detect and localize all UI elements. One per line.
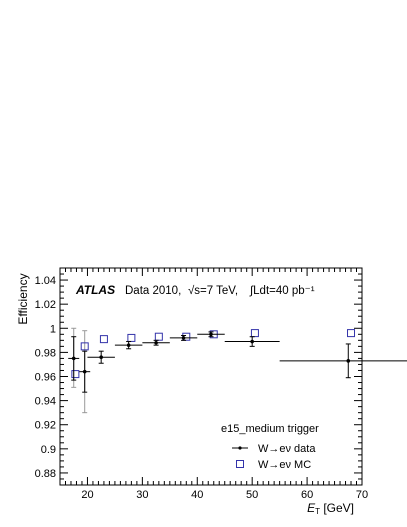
legend: W→eν data W→eν MC	[232, 443, 316, 471]
x-tick-label: 30	[136, 489, 148, 501]
y-tick-label: 0.92	[35, 420, 56, 432]
y-tick-label: 1.02	[35, 299, 56, 311]
mc-point	[71, 370, 80, 379]
energy-label: √s=7 TeV,	[188, 284, 238, 297]
y-tick-label: 0.94	[35, 396, 56, 408]
trigger-label: e15_medium trigger	[221, 423, 319, 435]
legend-marker-data	[232, 446, 248, 450]
y-tick-label: 0.96	[35, 372, 56, 384]
y-tick-label: 0.88	[35, 468, 56, 480]
data-point	[250, 339, 254, 344]
x-tick-label: 70	[356, 489, 368, 501]
x-tick-label: 20	[81, 489, 93, 501]
data-point	[181, 336, 186, 340]
mc-point	[80, 342, 89, 351]
data-point	[126, 343, 131, 347]
data-year-label: Data 2010,	[125, 285, 181, 297]
y-axis-title: Efficiency	[16, 273, 30, 324]
y-tick-label: 0.9	[41, 444, 56, 456]
mc-point	[347, 329, 356, 338]
atlas-label: ATLAS	[75, 283, 115, 297]
x-axis-title: ET [GeV]	[307, 501, 354, 516]
mc-point	[250, 329, 259, 338]
legend-label-data: W→eν data	[258, 443, 316, 455]
data-point	[82, 369, 87, 374]
legend-marker-mc	[236, 460, 244, 468]
y-tick-label: 1.04	[35, 275, 56, 287]
x-tick-label: 50	[246, 489, 258, 501]
x-tick-label: 60	[301, 489, 313, 501]
x-tick-label: 40	[191, 489, 203, 501]
data-point	[346, 359, 351, 363]
plot-area: 20 30 40 50 60 70 0.88 0.9 0.92 0.94 0.96 0.98 1 1.02…	[35, 267, 407, 501]
data-point	[71, 356, 76, 361]
luminosity-label: ∫Ldt=40 pb⁻¹	[249, 285, 315, 297]
y-tick-label: 1	[50, 323, 56, 335]
mc-point	[127, 333, 136, 342]
data-point	[99, 355, 103, 360]
mc-point	[99, 335, 108, 344]
mc-point	[154, 332, 163, 341]
y-tick-label: 0.98	[35, 347, 56, 359]
data-point	[209, 332, 213, 337]
plot-frame	[59, 267, 363, 486]
data-point	[154, 340, 158, 345]
legend-label-mc: W→eν MC	[258, 459, 311, 471]
